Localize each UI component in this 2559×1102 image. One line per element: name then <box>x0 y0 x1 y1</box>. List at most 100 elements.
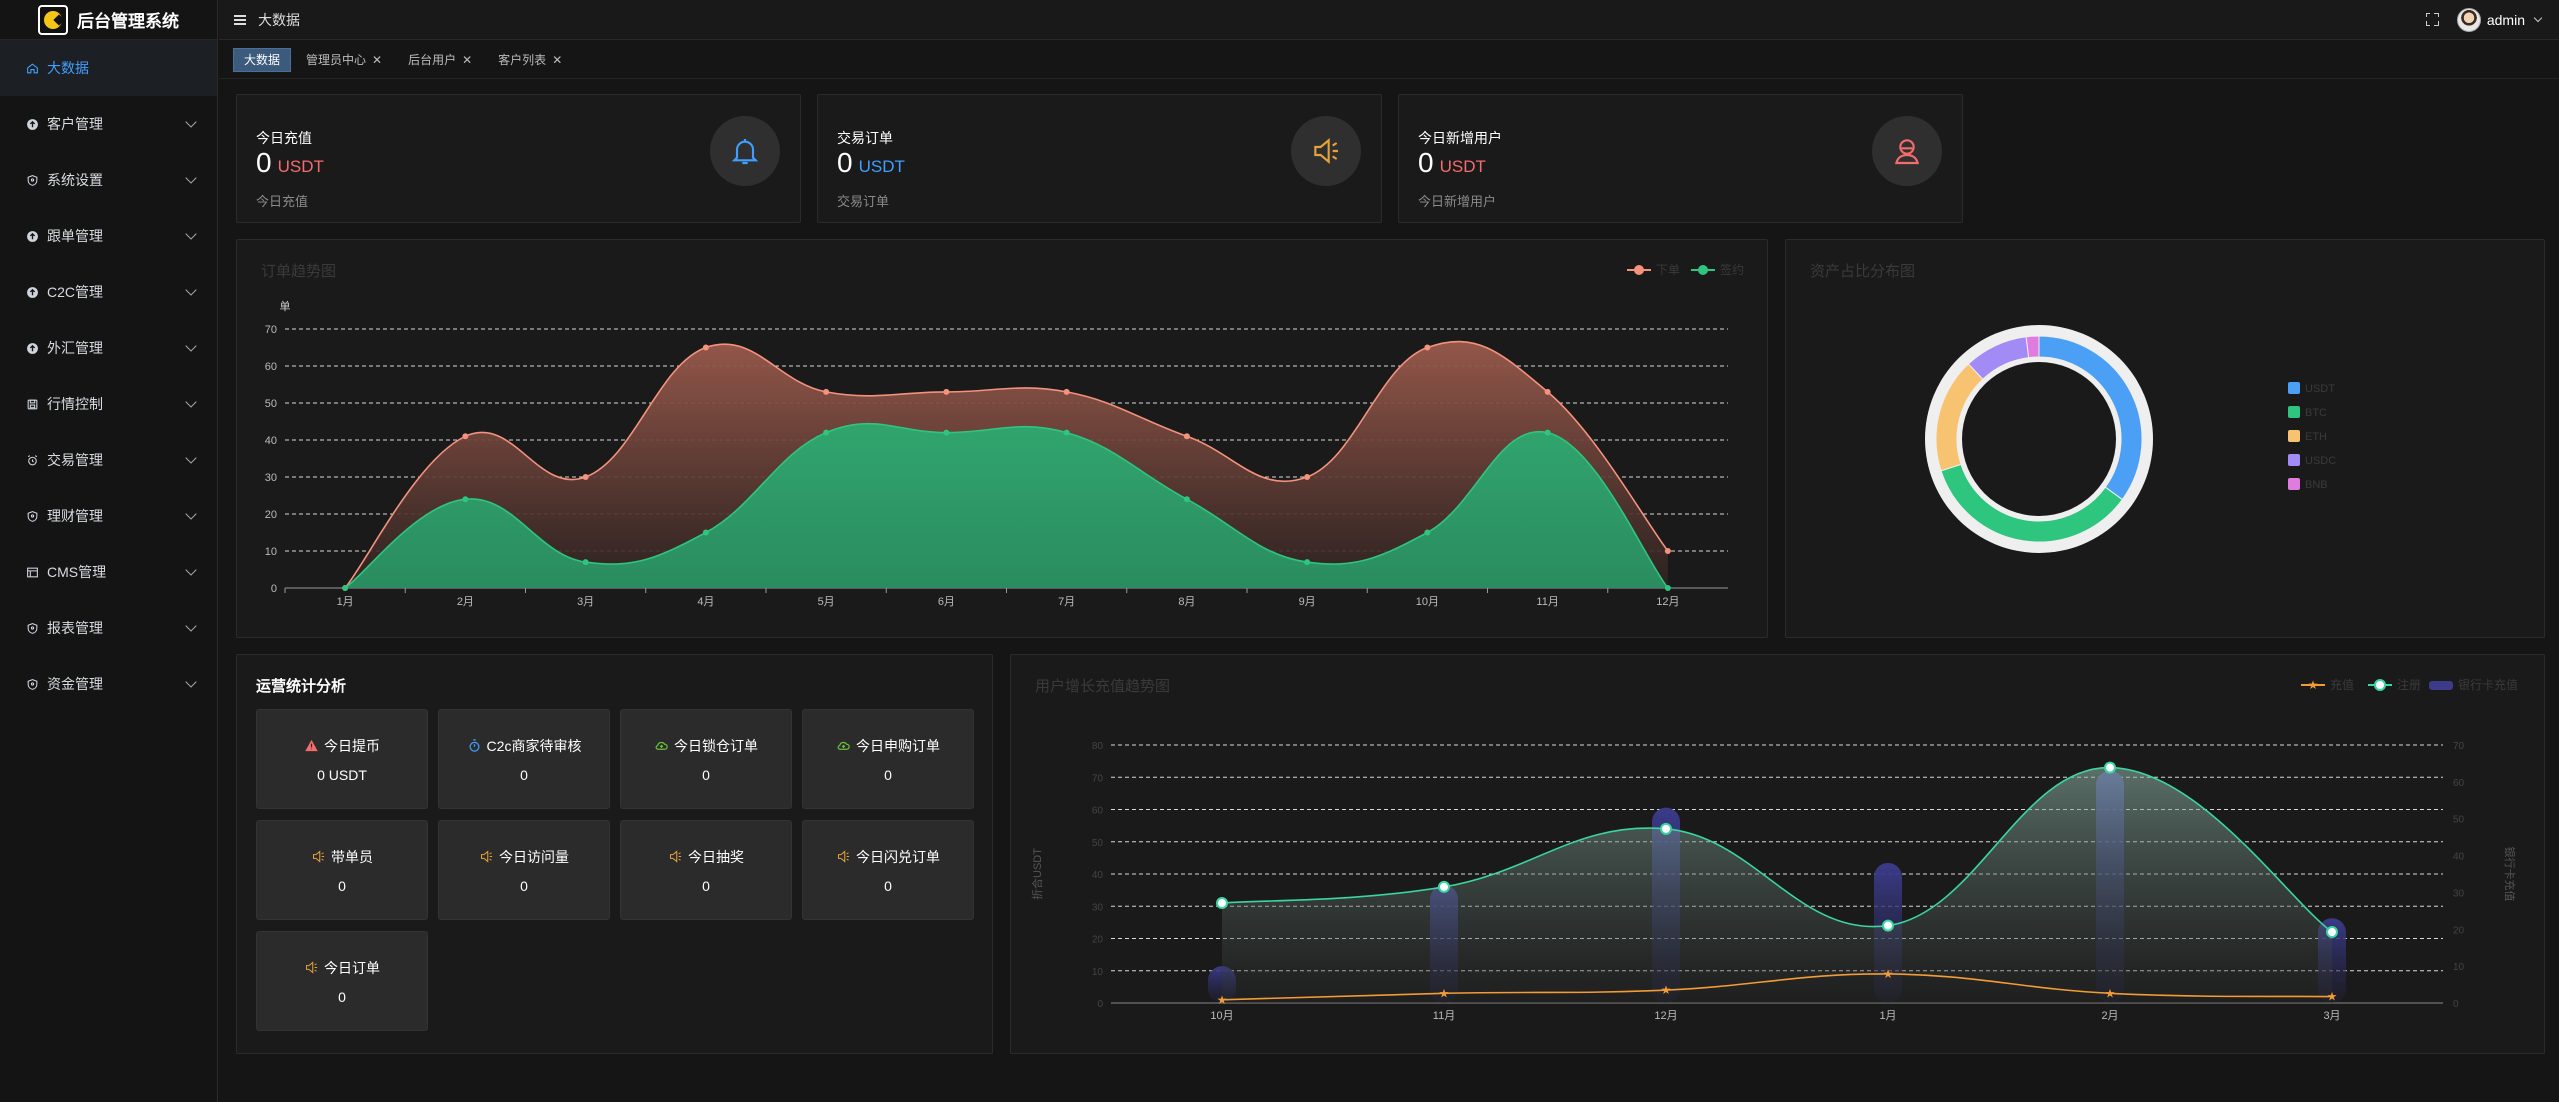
x-tick-label: 1月 <box>337 596 354 608</box>
data-point <box>1544 388 1551 395</box>
data-point <box>1183 496 1190 503</box>
legend-item: 签约 <box>1691 262 1744 277</box>
data-point <box>462 496 469 503</box>
ops-card[interactable]: 今日访问量 0 <box>438 820 610 920</box>
sidebar-item-8[interactable]: 理财管理 <box>0 488 217 544</box>
ops-title: 运营统计分析 <box>256 678 347 695</box>
y-right-tick-label: 40 <box>2453 852 2465 863</box>
chevron-down-icon <box>185 116 197 128</box>
cloud-icon <box>654 738 669 753</box>
tab-label: 客户列表 <box>498 53 547 67</box>
sidebar-item-label: 交易管理 <box>47 452 103 468</box>
ops-card[interactable]: 今日闪兑订单 0 <box>802 820 974 920</box>
ops-card[interactable]: 今日申购订单 0 <box>802 709 974 809</box>
save-icon <box>25 397 39 411</box>
legend-label: BNB <box>2305 479 2328 491</box>
data-point <box>1304 559 1311 566</box>
data-point <box>943 388 950 395</box>
y-tick-label: 20 <box>265 509 277 521</box>
chart-title: 订单趋势图 <box>261 263 337 280</box>
sidebar-item-0[interactable]: 大数据 <box>0 40 217 96</box>
legend-swatch <box>2288 454 2300 466</box>
app-logo[interactable]: 后台管理系统 <box>0 0 217 40</box>
ops-card[interactable]: 今日提币 0 USDT <box>256 709 428 809</box>
menu-toggle-icon[interactable] <box>234 14 246 25</box>
close-icon[interactable]: ✕ <box>462 52 473 67</box>
cloud-icon <box>836 738 851 753</box>
ops-card-label: 今日闪兑订单 <box>836 847 940 867</box>
sidebar-item-9[interactable]: CMS管理 <box>0 544 217 600</box>
sidebar-item-3[interactable]: 跟单管理 <box>0 208 217 264</box>
data-point <box>702 344 709 351</box>
data-point <box>1882 919 1894 932</box>
shield-icon <box>25 173 39 187</box>
legend-swatch <box>2288 406 2300 418</box>
ops-card[interactable]: 今日锁仓订单 0 <box>620 709 792 809</box>
sidebar-item-label: 客户管理 <box>47 116 103 132</box>
x-tick-label: 4月 <box>697 596 714 608</box>
home-icon <box>25 61 39 75</box>
tab-0[interactable]: 大数据 <box>233 47 292 72</box>
close-icon[interactable]: ✕ <box>372 52 383 67</box>
data-point <box>1544 429 1551 436</box>
stat-value: 0 USDT <box>1418 147 1486 179</box>
tab-3[interactable]: 客户列表 ✕ <box>487 48 573 72</box>
ops-card[interactable]: C2c商家待审核 0 <box>438 709 610 809</box>
sidebar-item-10[interactable]: 报表管理 <box>0 600 217 656</box>
sidebar-item-label: 外汇管理 <box>47 340 103 356</box>
legend-item: 注册 <box>2368 677 2421 692</box>
chart-title: 用户增长充值趋势图 <box>1035 678 1171 695</box>
y-tick-label: 10 <box>1092 967 1104 978</box>
stat-title: 交易订单 <box>837 130 893 146</box>
series-line <box>344 340 1669 589</box>
ops-card-label: 今日申购订单 <box>836 736 940 756</box>
alarm-clock-icon <box>25 453 39 467</box>
data-point <box>462 433 469 440</box>
y-tick-label: 0 <box>271 583 277 595</box>
sidebar-item-5[interactable]: 外汇管理 <box>0 320 217 376</box>
x-tick-label: 11月 <box>1536 596 1558 608</box>
tab-2[interactable]: 后台用户 ✕ <box>397 48 483 72</box>
stat-title: 今日新增用户 <box>1418 130 1502 146</box>
tab-1[interactable]: 管理员中心 ✕ <box>295 48 393 72</box>
document-icon <box>25 565 39 579</box>
speaker-icon <box>1291 116 1361 186</box>
order-trend-chart: 0 10 20 30 40 50 60 70单 1月 2月 3月 4月 5月 6月 7月 8月 9月 10月 11月… <box>265 262 1744 608</box>
legend-item: USDT <box>2288 382 2335 395</box>
pie-slice <box>2025 335 2040 359</box>
sidebar-item-1[interactable]: 客户管理 <box>0 96 217 152</box>
ops-card-title: 今日订单 <box>324 959 380 976</box>
upload-circle-icon <box>25 285 39 299</box>
user-menu[interactable]: admin <box>2456 7 2543 32</box>
stat-number: 0 <box>1418 147 1434 178</box>
close-icon[interactable]: ✕ <box>552 52 563 67</box>
ops-card-label: 今日订单 <box>304 958 380 978</box>
warning-icon <box>304 738 319 753</box>
ops-card[interactable]: 带单员 0 <box>256 820 428 920</box>
legend-label: ETH <box>2305 431 2327 443</box>
legend-label: USDC <box>2305 455 2336 467</box>
sidebar-item-7[interactable]: 交易管理 <box>0 432 217 488</box>
sidebar-item-2[interactable]: 系统设置 <box>0 152 217 208</box>
legend-label: 签约 <box>1720 262 1744 277</box>
sidebar-item-6[interactable]: 行情控制 <box>0 376 217 432</box>
sidebar-item-4[interactable]: C2C管理 <box>0 264 217 320</box>
sidebar-item-11[interactable]: 资金管理 <box>0 656 217 712</box>
y-right-tick-label: 0 <box>2453 999 2459 1010</box>
ops-card-value: 0 <box>884 766 892 783</box>
ops-card[interactable]: 今日抽奖 0 <box>620 820 792 920</box>
data-point <box>582 474 589 480</box>
asset-distribution-chart: USDT BTC ETH USDC BNB <box>1925 325 2336 553</box>
chart-title: 资产占比分布图 <box>1810 263 1916 280</box>
breadcrumb[interactable]: 大数据 <box>258 11 300 28</box>
ops-card[interactable]: 今日订单 0 <box>256 931 428 1031</box>
legend-label: 银行卡充值 <box>2458 677 2518 692</box>
x-tick-label: 3月 <box>2323 1010 2340 1022</box>
shield-icon <box>25 509 39 523</box>
upload-circle-icon <box>25 229 39 243</box>
stat-unit: USDT <box>1439 157 1486 176</box>
fullscreen-icon[interactable] <box>2424 12 2439 26</box>
ops-card-label: 今日提币 <box>304 736 380 756</box>
stat-number: 0 <box>837 147 853 178</box>
y-tick-label: 30 <box>265 472 277 484</box>
